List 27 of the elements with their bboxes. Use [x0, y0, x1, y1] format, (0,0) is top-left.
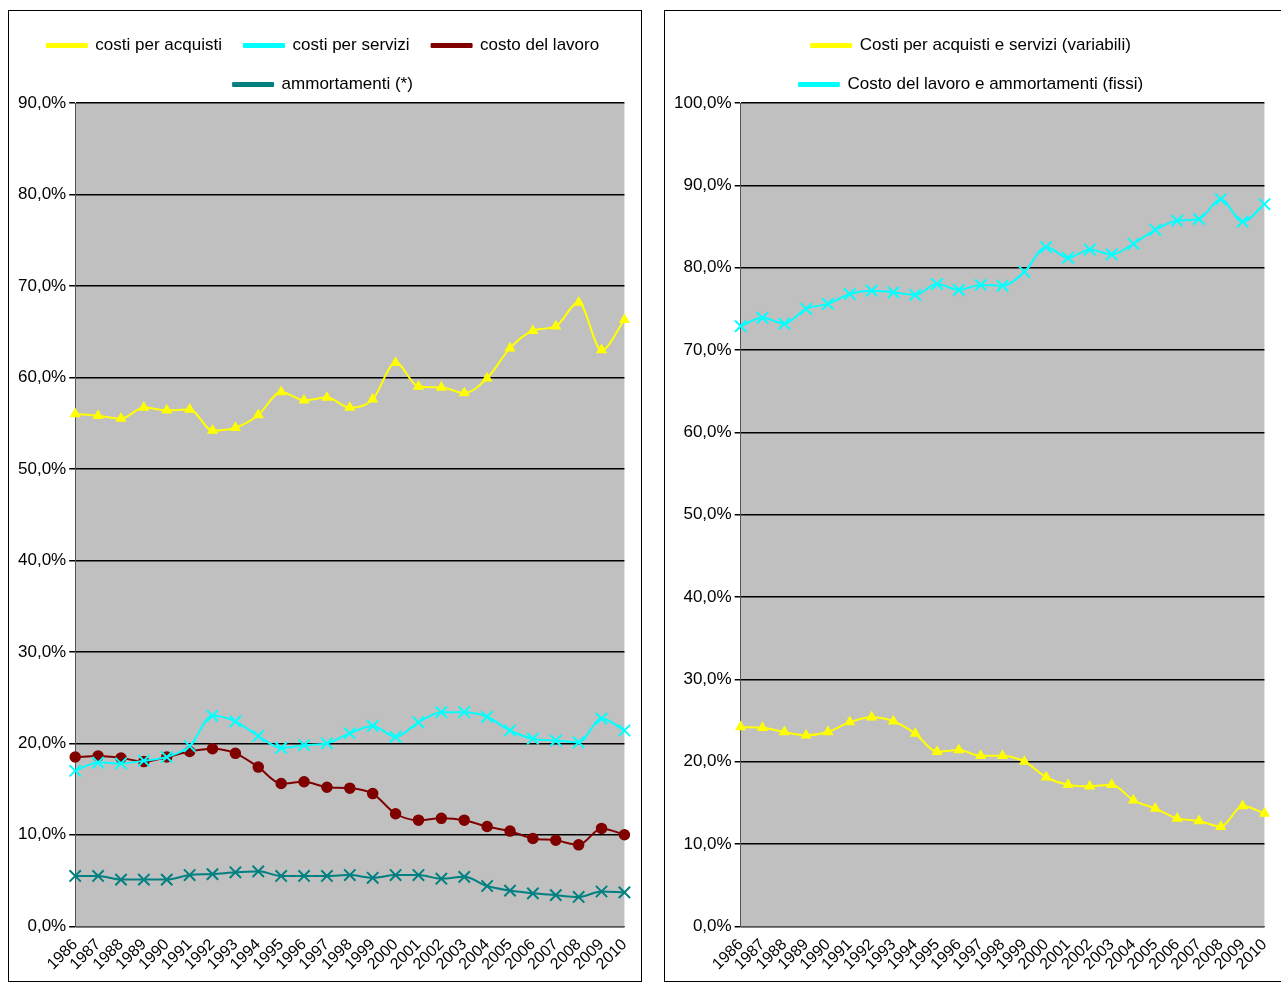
y-tick-label: 40,0% — [18, 550, 67, 570]
y-tick-label: 80,0% — [18, 184, 67, 204]
legend-label: Costi per acquisti e servizi (variabili) — [859, 35, 1131, 55]
y-tick-label: 20,0% — [683, 751, 732, 771]
legend-label: costi per acquisti — [95, 35, 222, 55]
y-tick-label: 70,0% — [683, 339, 732, 359]
y-tick-label: 20,0% — [18, 733, 67, 752]
legend-label: Costo del lavoro e ammortamenti (fissi) — [847, 74, 1144, 94]
y-tick-label: 90,0% — [683, 175, 732, 195]
y-tick-label: 0,0% — [692, 915, 732, 935]
y-tick-label: 60,0% — [18, 367, 67, 387]
y-tick-label: 30,0% — [18, 641, 67, 661]
y-tick-label: 50,0% — [18, 458, 67, 478]
legend-label: costi per servizi — [292, 35, 410, 55]
legend-label: ammortamenti (*) — [281, 74, 413, 94]
y-tick-label: 10,0% — [683, 833, 732, 853]
y-tick-label: 80,0% — [683, 257, 732, 277]
y-tick-label: 0,0% — [27, 915, 67, 935]
y-tick-label: 50,0% — [683, 504, 732, 524]
legend-label: costo del lavoro — [480, 35, 600, 55]
y-tick-label: 40,0% — [683, 586, 732, 606]
y-tick-label: 90,0% — [18, 92, 67, 112]
y-tick-label: 10,0% — [18, 824, 67, 844]
y-tick-label: 30,0% — [683, 668, 732, 688]
y-tick-label: 100,0% — [673, 92, 732, 112]
y-tick-label: 60,0% — [683, 421, 732, 441]
y-tick-label: 70,0% — [18, 275, 67, 295]
